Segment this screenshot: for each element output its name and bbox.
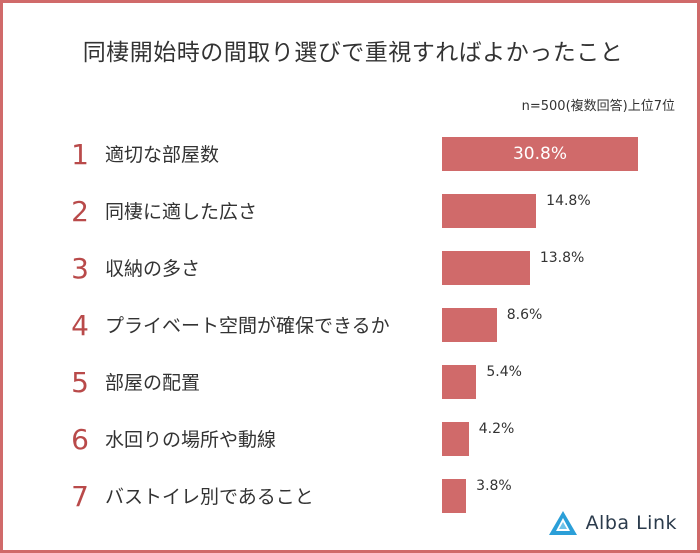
logo-text: Alba Link [585,512,677,534]
value-label: 3.8% [476,478,512,494]
value-label: 5.4% [486,364,522,380]
bar [442,137,638,171]
bar [442,422,469,456]
bar [442,479,467,513]
value-label: 13.8% [539,250,585,266]
bar-row: 6 水回りの場所や動線 4.2% [3,420,700,460]
category-label: 収納の多さ [105,258,201,280]
bar-row: 5 部屋の配置 5.4% [3,363,700,403]
rank-number: 3 [71,252,89,285]
bar [442,308,497,342]
value-label: 30.8% [512,144,567,164]
rank-number: 7 [71,480,89,513]
category-label: バストイレ別であること [105,486,314,508]
rank-number: 1 [71,138,89,171]
alba-link-triangle-icon [548,511,577,535]
value-label: 4.2% [478,421,515,437]
rank-number: 5 [71,366,89,399]
bar-row: 4 プライベート空間が確保できるか 8.6% [3,306,700,346]
bar-row: 7 バストイレ別であること 3.8% [3,477,700,517]
chart-title: 同棲開始時の間取り選びで重視すればよかったこと [82,40,624,66]
bar [442,194,537,228]
bar [442,365,477,399]
alba-link-logo: Alba Link [548,508,677,538]
rank-number: 4 [71,309,89,342]
sample-note: n=500(複数回答)上位7位 [521,99,675,114]
category-label: 部屋の配置 [105,372,201,394]
bar-row: 1 適切な部屋数 30.8% [3,135,700,175]
value-label: 14.8% [546,193,591,209]
rank-number: 2 [71,195,89,228]
rank-number: 6 [71,423,89,456]
category-label: 同棲に適した広さ [105,201,258,223]
bar [442,251,530,285]
bar-row: 2 同棲に適した広さ 14.8% [3,192,700,232]
category-label: 水回りの場所や動線 [105,429,277,451]
bar-row: 3 収納の多さ 13.8% [3,249,700,289]
category-label: 適切な部屋数 [105,144,220,166]
value-label: 8.6% [506,307,543,323]
category-label: プライベート空間が確保できるか [105,315,390,337]
